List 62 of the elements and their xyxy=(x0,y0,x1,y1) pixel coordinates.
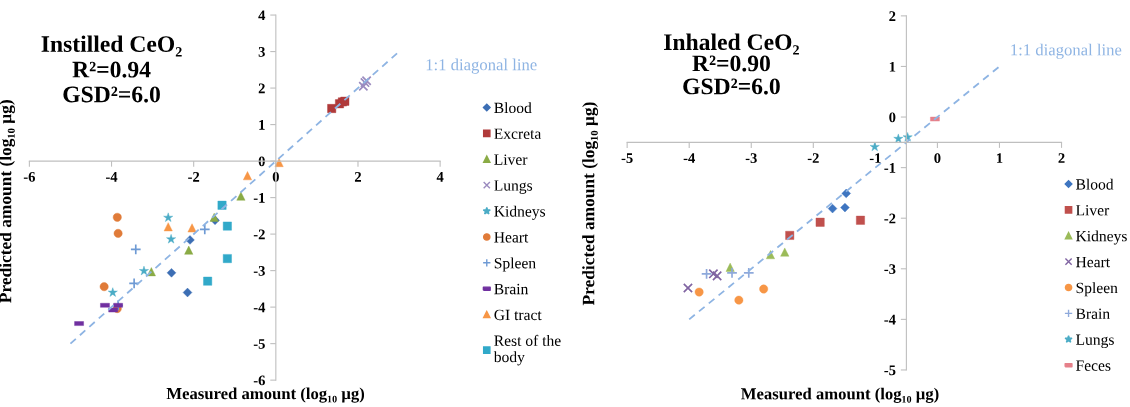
x-tick-label: -5 xyxy=(621,153,633,164)
x-axis-title: Measured amount (log₁₀ µg) xyxy=(741,387,939,403)
y-tick-label: 0 xyxy=(889,112,896,123)
annotation: GSD²=6.0 xyxy=(683,78,780,95)
annotation: R²=0.90 xyxy=(692,55,770,72)
annotation: R²=0.94 xyxy=(72,61,151,78)
x-tick-label: -4 xyxy=(683,153,696,163)
y-tick-label: -2 xyxy=(884,213,896,224)
y-tick-label: 4 xyxy=(258,10,266,21)
legend-label: Brain xyxy=(1076,308,1110,320)
y-tick-label: -1 xyxy=(253,193,265,203)
y-tick-label: -4 xyxy=(884,314,896,325)
y-tick-label: 2 xyxy=(889,11,896,21)
legend-label: Feces xyxy=(1076,360,1111,371)
y-tick-label: -3 xyxy=(884,264,896,274)
legend-label: Kidneys xyxy=(1076,230,1127,245)
x-tick-label: 0 xyxy=(934,153,941,164)
legend-label: GI tract xyxy=(494,309,542,321)
y-tick-label: 1 xyxy=(889,61,896,72)
y-tick-label: -6 xyxy=(253,375,265,386)
legend-label: Spleen xyxy=(1076,282,1118,297)
y-tick-label: -3 xyxy=(253,266,265,276)
y-tick-label: 2 xyxy=(258,83,265,94)
text: Inhaled CeO₂ xyxy=(664,33,799,55)
legend-label: Liver xyxy=(494,154,528,165)
x-tick-label: 0 xyxy=(272,171,279,182)
legend-label: Blood xyxy=(494,102,532,114)
x-tick-label: -1 xyxy=(869,153,881,163)
legend-label: Spleen xyxy=(494,257,536,272)
y-tick-label: -2 xyxy=(253,229,265,240)
annotation: 1:1 diagonal line xyxy=(426,58,537,74)
x-tick-label: 1 xyxy=(996,153,1003,163)
legend-label: Heart xyxy=(494,232,529,243)
x-tick-label: -6 xyxy=(23,171,36,182)
legend-label: Rest of the body xyxy=(493,334,561,366)
y-tick-label: -4 xyxy=(253,302,266,313)
legend-label: Liver xyxy=(1076,205,1110,216)
y-tick-label: 1 xyxy=(259,120,265,130)
x-tick-label: -3 xyxy=(745,153,757,164)
annotation: GSD²=6.0 xyxy=(63,86,160,103)
y-tick-label: -5 xyxy=(884,365,896,376)
legend-label: Heart xyxy=(1076,256,1111,268)
legend-label: Excreta xyxy=(494,128,542,139)
x-tick-label: -2 xyxy=(188,171,200,182)
x-axis-title: Measured amount (log₁₀ µg) xyxy=(166,387,365,403)
legend-label: Kidneys xyxy=(494,205,546,220)
y-tick-label: 3 xyxy=(258,46,265,57)
x-tick-label: 4 xyxy=(436,172,444,182)
y-axis-title: Predicted amount (log₁₀ µg) xyxy=(0,100,15,303)
y-tick-label: -5 xyxy=(253,339,265,349)
x-tick-label: 2 xyxy=(354,171,361,182)
annotation: 1:1 diagonal line xyxy=(1011,43,1122,59)
legend-label: Brain xyxy=(494,283,529,295)
x-tick-label: 2 xyxy=(1058,153,1065,163)
y-axis-title: Predicted amount (log₁₀ µg) xyxy=(582,102,599,306)
y-tick-label: -1 xyxy=(884,163,896,173)
legend-label: Lungs xyxy=(1076,334,1114,349)
x-tick-label: -4 xyxy=(105,172,118,182)
legend-label: Blood xyxy=(1076,178,1114,190)
x-tick-label: -2 xyxy=(807,153,819,163)
legend-label: Lungs xyxy=(494,180,533,194)
text: Instilled CeO₂ xyxy=(41,35,182,57)
